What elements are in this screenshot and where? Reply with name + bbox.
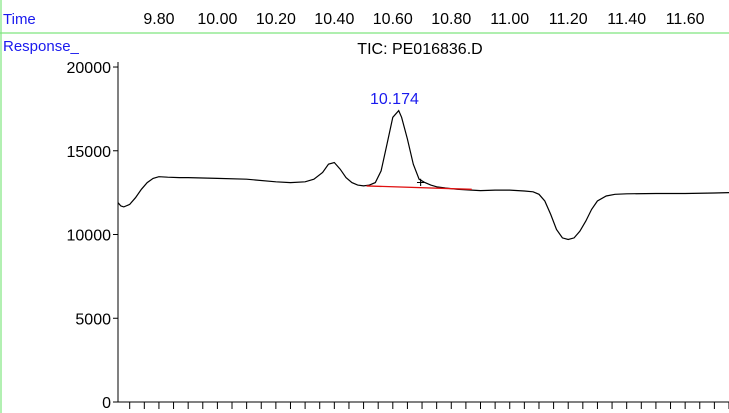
x-tick-label-3: 10.40 bbox=[314, 11, 354, 28]
peak-label: 10.174 bbox=[370, 91, 419, 108]
x-tick-label-7: 11.20 bbox=[549, 11, 588, 28]
annotation-group: 10.174 + bbox=[366, 91, 472, 192]
x-axis bbox=[118, 401, 729, 409]
y-tick-label-0: 20000 bbox=[67, 60, 112, 77]
y-axis-label: Response_ bbox=[3, 38, 80, 55]
x-tick-label-6: 11.00 bbox=[490, 11, 529, 28]
peak-baseline bbox=[366, 185, 472, 190]
tic-series-line-0 bbox=[117, 109, 729, 241]
x-tick-label-9: 11.60 bbox=[666, 11, 705, 28]
x-tick-label-0: 9.80 bbox=[143, 11, 174, 28]
x-tick-label-2: 10.20 bbox=[256, 11, 296, 28]
y-tick-label-3: 5000 bbox=[75, 311, 111, 328]
x-tick-label-8: 11.40 bbox=[607, 11, 646, 28]
x-axis-label: Time bbox=[3, 11, 36, 28]
y-axis: 20000 15000 10000 5000 0 bbox=[67, 60, 119, 412]
x-tick-label-4: 10.60 bbox=[373, 11, 413, 28]
series-group bbox=[117, 109, 729, 241]
y-tick-label-1: 15000 bbox=[67, 144, 112, 161]
integration-marker: + bbox=[416, 175, 425, 192]
x-tick-label-1: 10.00 bbox=[197, 11, 237, 28]
x-tick-label-5: 10.80 bbox=[431, 11, 471, 28]
x-tick-labels: 9.80 10.00 10.20 10.40 10.60 10.80 11.00 11.20 1… bbox=[143, 11, 704, 28]
chart-title: TIC: PE016836.D bbox=[357, 41, 482, 58]
y-tick-label-4: 0 bbox=[102, 395, 111, 412]
y-tick-label-2: 10000 bbox=[67, 228, 112, 245]
